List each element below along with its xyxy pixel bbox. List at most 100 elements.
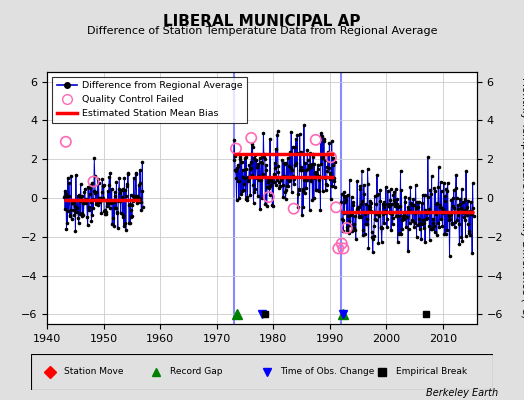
Point [275,179,283,185]
Point [296,131,304,138]
Point [111,193,119,199]
Point [421,238,429,245]
Point [428,225,436,232]
Point [377,224,385,230]
Point [322,180,330,187]
Point [394,239,402,245]
Point [110,198,118,205]
Point [115,175,124,182]
Point [406,220,414,226]
Point [374,240,383,246]
Point [313,172,321,178]
Point [101,207,109,214]
Point [232,197,241,204]
Point [232,145,240,152]
Point [316,130,325,136]
Point [263,183,271,190]
Point [291,144,299,151]
Point [70,212,79,218]
Point [107,186,116,192]
Point [416,220,424,226]
Text: Difference of Station Temperature Data from Regional Average: Difference of Station Temperature Data f… [87,26,437,36]
Point [337,198,345,205]
Point [455,241,464,247]
Point [372,201,380,207]
Point [357,200,365,207]
Point [82,196,91,202]
Point [443,180,452,186]
Point [304,162,313,168]
Point [303,147,311,154]
Point [236,156,244,162]
Point [99,195,107,201]
Point [392,200,401,207]
Point [117,187,126,193]
Point [302,167,310,173]
Point [84,184,92,191]
Point [281,196,290,202]
Point [308,197,316,204]
Point [247,135,255,141]
Point [381,184,390,190]
Point [250,154,258,161]
Point [287,128,296,135]
Point [289,176,298,182]
Point [293,204,302,210]
Point [463,212,472,218]
Point [332,204,340,210]
Point [83,222,92,229]
Point [125,220,133,226]
Point [419,191,427,198]
Point [326,196,335,202]
Point [238,166,247,173]
Point [372,210,380,217]
Point [466,198,475,205]
Point [451,219,460,225]
Point [96,199,104,206]
Point [464,198,472,204]
Point [284,183,292,189]
Point [289,206,298,212]
Point [134,199,142,206]
Point [405,206,413,213]
Point [391,200,399,206]
Point [96,194,105,201]
Point [255,173,264,180]
Point [371,216,379,222]
Point [396,203,404,209]
Point [402,224,410,230]
Point [458,206,467,213]
Point [347,210,355,216]
Point [301,160,310,166]
Point [442,188,451,194]
Point [134,195,143,202]
Point [305,207,314,214]
Text: Station Move: Station Move [64,368,123,376]
Point [442,185,451,192]
Text: Berkeley Earth: Berkeley Earth [425,388,498,398]
Point [363,165,372,172]
Point [328,183,336,190]
Point [94,180,103,186]
Point [298,212,306,218]
Point [265,194,273,200]
Point [61,206,69,212]
Point [72,208,81,215]
Point [387,226,395,233]
Point [77,194,85,201]
Point [265,191,274,198]
Point [438,188,446,194]
Point [265,184,273,191]
Point [82,199,90,206]
Point [88,218,96,224]
Point [119,214,127,220]
Point [242,196,250,202]
Point [81,199,90,205]
Point [395,231,403,237]
Point [75,198,84,204]
Point [389,191,398,198]
Point [68,216,76,222]
Point [380,199,389,206]
Point [132,170,140,176]
Point [104,188,112,194]
